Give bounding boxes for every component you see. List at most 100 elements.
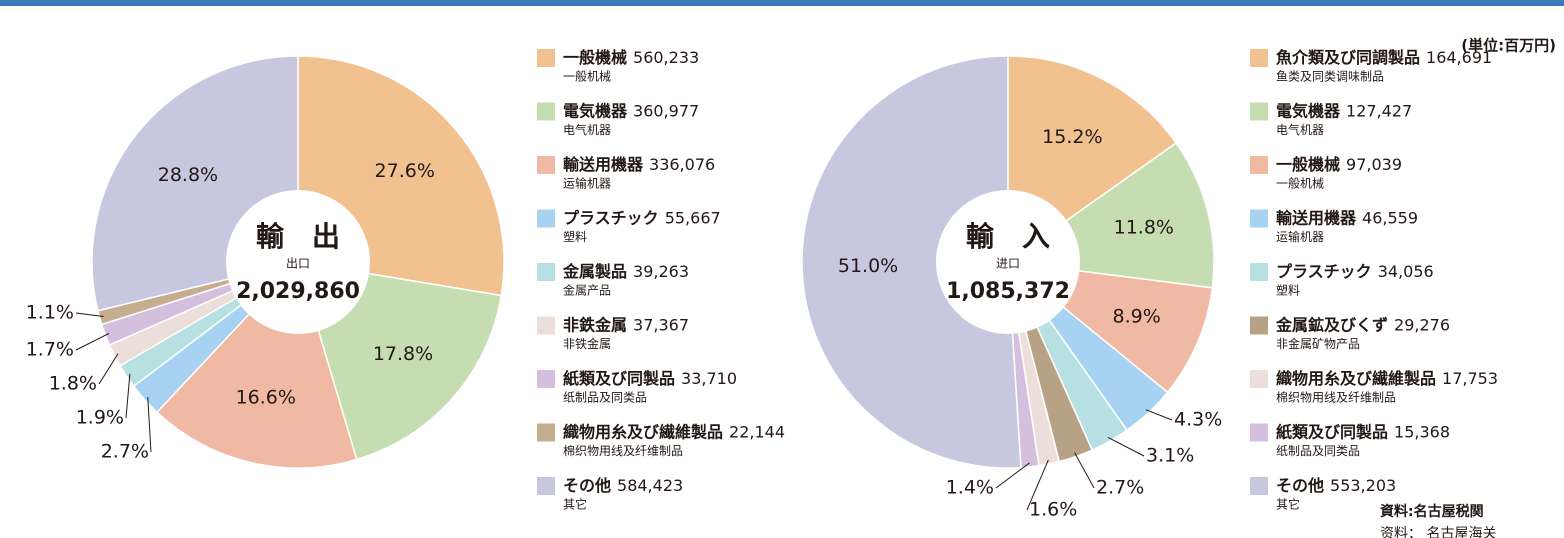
leader-line bbox=[98, 353, 119, 385]
legend-amount: 97,039 bbox=[1346, 155, 1402, 174]
leader-line bbox=[75, 332, 110, 351]
legend-entry: 織物用糸及び繊維製品 22,144 bbox=[563, 422, 785, 441]
leader-line bbox=[75, 312, 104, 318]
legend-name: 一般機械 bbox=[1276, 155, 1340, 174]
legend-entry: 金属製品 39,263 bbox=[562, 262, 689, 281]
legend-amount: 360,977 bbox=[633, 101, 699, 120]
pie-slice bbox=[801, 55, 1022, 469]
leader-line bbox=[125, 373, 131, 419]
leader-line bbox=[1026, 459, 1049, 511]
legend-swatch bbox=[1250, 316, 1268, 335]
legend-sublabel: 运输机器 bbox=[1276, 229, 1324, 244]
legend-amount: 15,368 bbox=[1394, 422, 1450, 441]
legend-amount: 22,144 bbox=[729, 422, 785, 441]
percent-label: 16.6% bbox=[236, 387, 296, 409]
percent-label: 8.9% bbox=[1113, 306, 1161, 328]
legend-swatch bbox=[1250, 477, 1268, 495]
legend-swatch bbox=[537, 102, 555, 121]
legend-name: 魚介類及び同調製品 bbox=[1276, 48, 1420, 67]
legend-entry: 電気機器 360,977 bbox=[563, 101, 699, 120]
legend-entry: 魚介類及び同調製品 164,691 bbox=[1276, 48, 1492, 67]
legend-swatch bbox=[1250, 49, 1268, 67]
percent-label: 1.4% bbox=[946, 477, 994, 499]
legend-sublabel: 非铁金属 bbox=[563, 336, 611, 351]
legend-entry: 金属鉱及びくず 29,276 bbox=[1275, 315, 1450, 334]
legend-swatch bbox=[537, 423, 555, 442]
percent-label: 11.8% bbox=[1114, 217, 1174, 239]
center-subtitle: 进口 bbox=[996, 257, 1020, 271]
legend-sublabel: 塑料 bbox=[1276, 283, 1300, 298]
legend-entry: 織物用糸及び繊維製品 17,753 bbox=[1276, 369, 1498, 388]
leader-line bbox=[1074, 452, 1095, 489]
legend-sublabel: 棉织物用线及纤维制品 bbox=[563, 444, 683, 458]
legend-entry: プラスチック 55,667 bbox=[563, 208, 721, 227]
legend-amount: 33,710 bbox=[681, 369, 737, 388]
top-bar bbox=[0, 0, 1564, 6]
legend-entry: 輸送用機器 336,076 bbox=[563, 155, 715, 174]
legend-name: その他 bbox=[1276, 476, 1324, 495]
legend-sublabel: 非金属矿物产品 bbox=[1276, 336, 1360, 351]
percent-label: 1.6% bbox=[1029, 499, 1077, 521]
legend-entry: その他 584,423 bbox=[563, 476, 683, 495]
legend-amount: 17,753 bbox=[1442, 369, 1498, 388]
percent-label: 2.7% bbox=[1096, 477, 1144, 499]
legend-entry: その他 553,203 bbox=[1276, 476, 1396, 495]
legend-entry: 紙類及び同製品 33,710 bbox=[563, 369, 737, 388]
percent-label: 27.6% bbox=[375, 160, 435, 182]
legend-swatch bbox=[537, 263, 555, 281]
legend-amount: 560,233 bbox=[633, 48, 699, 67]
percent-label: 4.3% bbox=[1174, 409, 1222, 431]
percent-label: 17.8% bbox=[373, 343, 433, 365]
legend-name: 金属鉱及びくず bbox=[1275, 315, 1388, 334]
legend-amount: 55,667 bbox=[665, 208, 721, 227]
legend-swatch bbox=[1250, 370, 1268, 388]
legend-sublabel: 塑料 bbox=[563, 229, 587, 244]
unit-label: (単位:百万円) bbox=[1461, 37, 1556, 55]
center-total: 1,085,372 bbox=[946, 279, 1070, 304]
leader-line bbox=[995, 462, 1030, 489]
legend-entry: 非鉄金属 37,367 bbox=[563, 315, 689, 334]
percent-label: 15.2% bbox=[1042, 126, 1102, 148]
legend-amount: 336,076 bbox=[649, 155, 715, 174]
legend-amount: 46,559 bbox=[1362, 208, 1418, 227]
legend-name: その他 bbox=[563, 476, 611, 495]
legend-sublabel: 其它 bbox=[563, 497, 587, 512]
legend-swatch bbox=[537, 370, 555, 388]
legend-amount: 553,203 bbox=[1330, 476, 1396, 495]
legend-swatch bbox=[537, 316, 555, 335]
legend-amount: 127,427 bbox=[1346, 101, 1412, 120]
legend-amount: 34,056 bbox=[1378, 262, 1434, 281]
source-cn: 资料： 名古屋海关 bbox=[1380, 526, 1496, 538]
percent-label: 3.1% bbox=[1146, 445, 1194, 467]
legend-amount: 37,367 bbox=[633, 315, 689, 334]
legend-entry: 紙類及び同製品 15,368 bbox=[1276, 422, 1450, 441]
legend-swatch bbox=[1250, 156, 1268, 174]
legend-swatch bbox=[1250, 423, 1268, 442]
legend-amount: 584,423 bbox=[617, 476, 683, 495]
source: 資料:名古屋税関 bbox=[1380, 503, 1484, 520]
legend-sublabel: 纸制品及同类品 bbox=[563, 391, 647, 405]
legend-sublabel: 棉织物用线及纤维制品 bbox=[1276, 391, 1396, 405]
legend-name: 金属製品 bbox=[562, 262, 627, 281]
legend-amount: 164,691 bbox=[1426, 48, 1492, 67]
legend-name: 紙類及び同製品 bbox=[563, 369, 675, 388]
legend-swatch bbox=[537, 49, 555, 67]
legend-entry: プラスチック 34,056 bbox=[1276, 262, 1434, 281]
legend-sublabel: 其它 bbox=[1276, 497, 1300, 512]
legend-entry: 一般機械 560,233 bbox=[563, 48, 699, 67]
legend-sublabel: 一般机械 bbox=[563, 69, 611, 84]
leader-line bbox=[1107, 437, 1145, 457]
legend-sublabel: 鱼类及同类调味制品 bbox=[1276, 70, 1384, 84]
legend-swatch bbox=[537, 477, 555, 495]
legend-name: 電気機器 bbox=[563, 101, 628, 120]
legend-amount: 39,263 bbox=[633, 262, 689, 281]
center-subtitle: 出口 bbox=[286, 257, 310, 271]
legend-sublabel: 纸制品及同类品 bbox=[1276, 444, 1360, 458]
percent-label: 1.9% bbox=[76, 407, 124, 429]
legend-name: 紙類及び同製品 bbox=[1276, 422, 1388, 441]
center-total: 2,029,860 bbox=[236, 279, 360, 304]
legend-sublabel: 金属产品 bbox=[563, 283, 611, 298]
legend-sublabel: 电气机器 bbox=[563, 122, 611, 137]
legend-entry: 電気機器 127,427 bbox=[1276, 101, 1412, 120]
